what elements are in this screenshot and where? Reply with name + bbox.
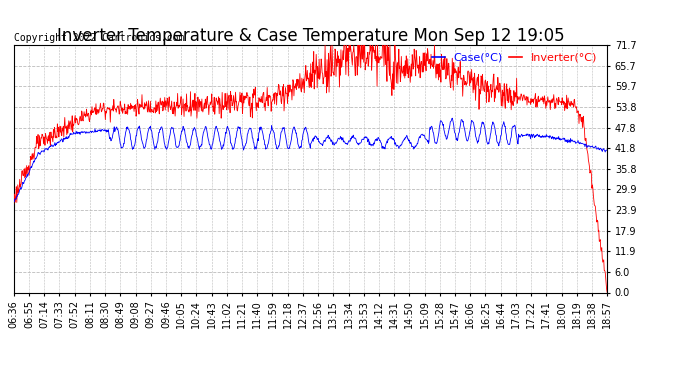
Text: Copyright 2022 Cartronics.com: Copyright 2022 Cartronics.com [14, 33, 184, 42]
Legend: Case(°C), Inverter(°C): Case(°C), Inverter(°C) [427, 48, 602, 67]
Title: Inverter Temperature & Case Temperature Mon Sep 12 19:05: Inverter Temperature & Case Temperature … [57, 27, 564, 45]
